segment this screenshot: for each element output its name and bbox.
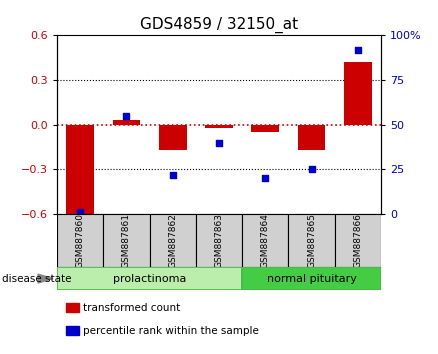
Bar bbox=[289, 214, 335, 267]
Text: GSM887866: GSM887866 bbox=[353, 213, 362, 268]
Polygon shape bbox=[38, 274, 53, 283]
Title: GDS4859 / 32150_at: GDS4859 / 32150_at bbox=[140, 16, 298, 33]
Point bbox=[77, 210, 84, 215]
Bar bbox=[113, 120, 140, 125]
Bar bbox=[242, 214, 289, 267]
Point bbox=[354, 47, 361, 52]
Point bbox=[215, 140, 223, 145]
Text: percentile rank within the sample: percentile rank within the sample bbox=[83, 326, 259, 336]
Point bbox=[123, 113, 130, 119]
Bar bbox=[344, 62, 372, 125]
Text: GSM887863: GSM887863 bbox=[215, 213, 223, 268]
Bar bbox=[149, 214, 196, 267]
Bar bbox=[57, 214, 103, 267]
Bar bbox=[205, 125, 233, 128]
Bar bbox=[242, 267, 381, 290]
Bar bbox=[66, 125, 94, 219]
Text: normal pituitary: normal pituitary bbox=[267, 274, 357, 284]
Bar bbox=[298, 125, 325, 150]
Text: GSM887864: GSM887864 bbox=[261, 213, 270, 268]
Text: prolactinoma: prolactinoma bbox=[113, 274, 186, 284]
Text: disease state: disease state bbox=[2, 274, 72, 284]
Bar bbox=[57, 267, 242, 290]
Bar bbox=[196, 214, 242, 267]
Bar bbox=[251, 125, 279, 132]
Bar bbox=[103, 214, 149, 267]
Text: GSM887860: GSM887860 bbox=[76, 213, 85, 268]
Text: GSM887861: GSM887861 bbox=[122, 213, 131, 268]
Text: GSM887862: GSM887862 bbox=[168, 213, 177, 268]
Point bbox=[262, 176, 269, 181]
Text: transformed count: transformed count bbox=[83, 303, 180, 313]
Point bbox=[169, 172, 176, 178]
Bar bbox=[159, 125, 187, 150]
Bar bbox=[335, 214, 381, 267]
Text: GSM887865: GSM887865 bbox=[307, 213, 316, 268]
Point bbox=[308, 167, 315, 172]
